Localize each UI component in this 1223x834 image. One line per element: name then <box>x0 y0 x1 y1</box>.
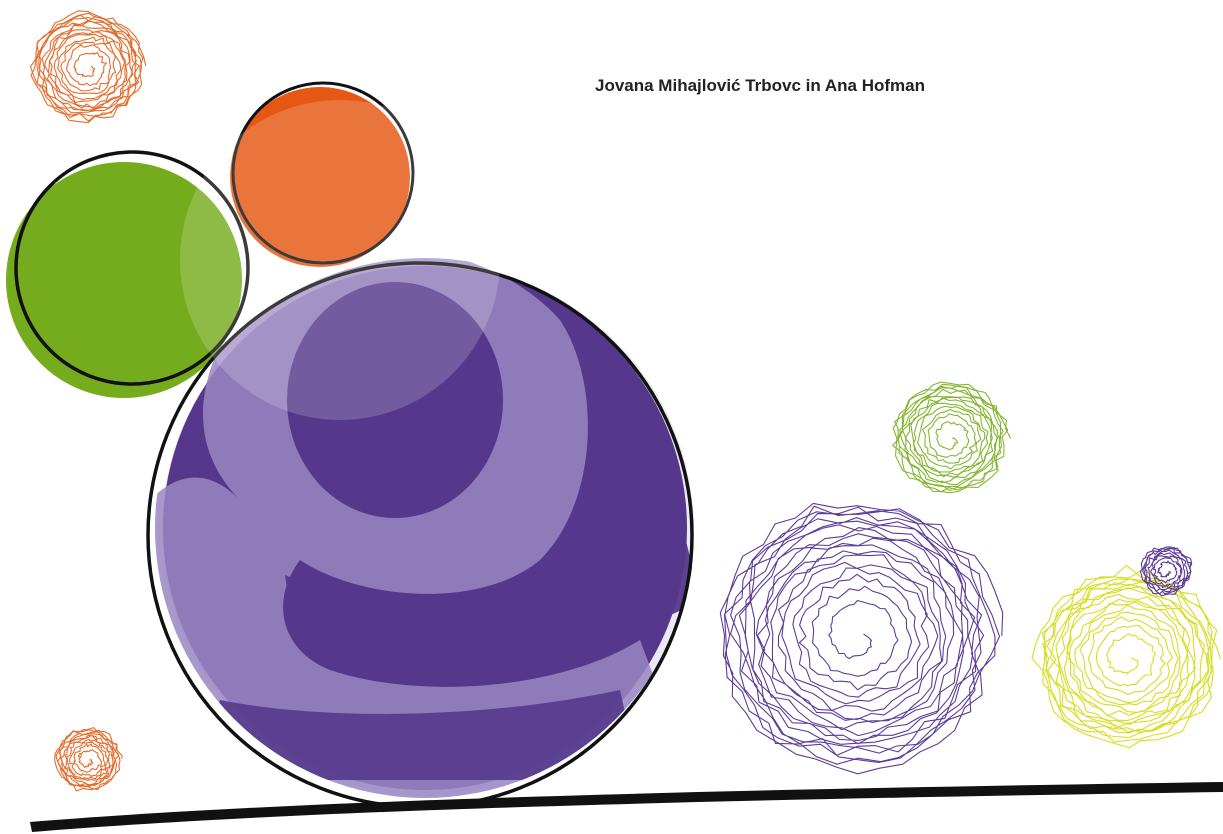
ground-line <box>30 782 1223 832</box>
scribble-circle-orange-small <box>54 727 123 792</box>
scribble-stroke <box>54 727 123 792</box>
scribble-stroke <box>29 10 147 124</box>
orange-circle <box>230 81 415 267</box>
scribble-stroke <box>1139 546 1193 597</box>
scribble-stroke <box>719 502 1004 775</box>
scribble-circle-orange-top <box>29 10 147 124</box>
scribble-stroke <box>1031 564 1222 749</box>
scribble-stroke <box>892 381 1012 494</box>
scribble-circle-purple-large <box>719 502 1004 775</box>
purple-circle-logo <box>146 100 695 809</box>
scribble-circle-yellow <box>1031 564 1222 749</box>
letter-g-shape <box>155 258 695 798</box>
scribble-circle-green <box>892 381 1012 494</box>
green-circle <box>6 150 250 398</box>
authors: Jovana Mihajlović Trbovc in Ana Hofman <box>595 76 925 95</box>
scribble-circle-purple-tiny <box>1139 546 1193 597</box>
